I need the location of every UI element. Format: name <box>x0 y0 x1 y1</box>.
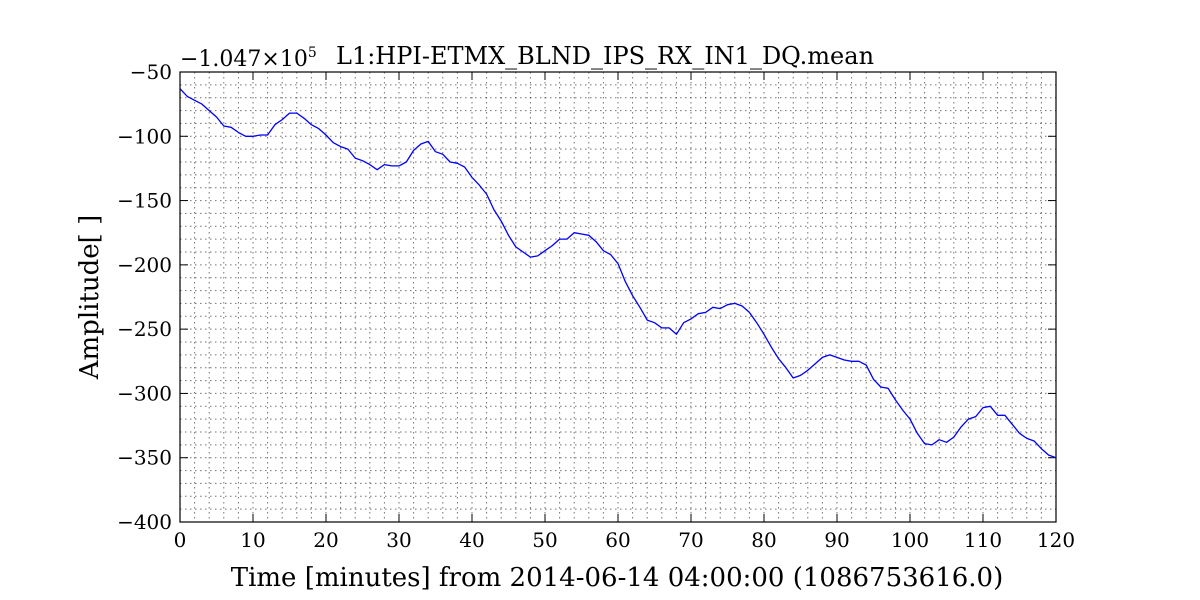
y-tick-labels: −400 −350 −300 −250 −200 −150 −100 −50 <box>117 60 172 534</box>
chart-title: L1:HPI-ETMX_BLND_IPS_RX_IN1_DQ.mean <box>336 42 874 70</box>
x-axis-label: Time [minutes] from 2014-06-14 04:00:00 … <box>231 563 1004 593</box>
x-tick-label: 50 <box>532 528 557 552</box>
y-tick-label: −400 <box>117 510 172 534</box>
x-tick-label: 40 <box>459 528 484 552</box>
x-tick-label: 120 <box>1037 528 1075 552</box>
x-tick-label: 60 <box>605 528 630 552</box>
y-tick-label: −350 <box>117 446 172 470</box>
y-tick-label: −200 <box>117 253 172 277</box>
x-tick-labels: 0 10 20 30 40 50 60 70 80 90 100 110 120 <box>174 528 1075 552</box>
y-tick-label: −50 <box>130 60 172 84</box>
x-tick-label: 90 <box>824 528 849 552</box>
y-tick-label: −100 <box>117 124 172 148</box>
x-tick-label: 80 <box>751 528 776 552</box>
y-axis-offset-label: −1.047×105 <box>180 45 317 72</box>
x-tick-label: 0 <box>174 528 187 552</box>
plot-frame <box>179 71 1057 523</box>
x-tick-label: 70 <box>678 528 703 552</box>
x-tick-label: 20 <box>313 528 338 552</box>
x-tick-label: 10 <box>240 528 265 552</box>
y-tick-label: −250 <box>117 317 172 341</box>
y-tick-label: −150 <box>117 189 172 213</box>
series-line <box>179 88 1057 459</box>
y-tick-label: −300 <box>117 381 172 405</box>
y-axis-label: Amplitude[ ] <box>75 215 105 380</box>
grid-lines <box>179 71 1057 523</box>
x-tick-label: 100 <box>891 528 929 552</box>
offset-exponent: 5 <box>308 45 317 61</box>
x-tick-label: 110 <box>964 528 1002 552</box>
x-tick-label: 30 <box>386 528 411 552</box>
offset-mantissa: −1.047×10 <box>180 47 308 72</box>
series-layer <box>179 88 1057 459</box>
